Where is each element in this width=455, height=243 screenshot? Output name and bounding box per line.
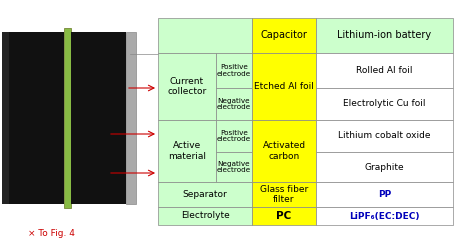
Bar xyxy=(2,32,9,204)
Bar xyxy=(252,120,316,182)
Text: Rolled Al foil: Rolled Al foil xyxy=(356,66,413,75)
Bar xyxy=(158,120,216,182)
Text: Electrolyte: Electrolyte xyxy=(181,211,229,220)
Text: Separator: Separator xyxy=(182,190,228,199)
Bar xyxy=(316,53,453,88)
Bar xyxy=(252,182,316,207)
Bar xyxy=(158,182,252,207)
Text: Negative
electrode: Negative electrode xyxy=(217,98,251,110)
Bar xyxy=(126,32,136,204)
Text: Etched Al foil: Etched Al foil xyxy=(254,82,314,91)
Text: Negative
electrode: Negative electrode xyxy=(217,161,251,173)
Bar xyxy=(252,53,316,120)
Bar xyxy=(216,88,252,120)
Bar xyxy=(158,53,216,120)
Bar xyxy=(316,207,453,225)
Bar xyxy=(216,120,252,152)
Text: Lithium-ion battery: Lithium-ion battery xyxy=(338,31,431,41)
Text: Positive
electrode: Positive electrode xyxy=(217,130,251,142)
Text: PC: PC xyxy=(276,211,292,221)
Bar xyxy=(316,182,453,207)
Bar xyxy=(316,18,453,53)
Bar xyxy=(252,18,316,53)
Bar xyxy=(158,18,252,53)
Bar xyxy=(216,152,252,182)
Bar xyxy=(316,88,453,120)
Bar xyxy=(252,207,316,225)
Text: Current
collector: Current collector xyxy=(167,77,207,96)
Bar xyxy=(216,53,252,88)
Text: Positive
electrode: Positive electrode xyxy=(217,64,251,77)
Text: × To Fig. 4: × To Fig. 4 xyxy=(28,229,75,238)
Text: Active
material: Active material xyxy=(168,141,206,161)
Bar xyxy=(158,207,252,225)
Bar xyxy=(316,120,453,152)
Text: PP: PP xyxy=(378,190,391,199)
Text: Graphite: Graphite xyxy=(365,163,404,172)
Text: Capacitor: Capacitor xyxy=(261,31,308,41)
Text: Activated
carbon: Activated carbon xyxy=(263,141,306,161)
Bar xyxy=(316,152,453,182)
Text: Electrolytic Cu foil: Electrolytic Cu foil xyxy=(343,99,426,109)
Bar xyxy=(71,32,126,204)
Bar xyxy=(9,32,64,204)
Text: Lithium cobalt oxide: Lithium cobalt oxide xyxy=(338,131,431,140)
Text: Glass fiber
filter: Glass fiber filter xyxy=(260,185,308,204)
Bar xyxy=(64,28,71,208)
Text: LiPF₆(EC:DEC): LiPF₆(EC:DEC) xyxy=(349,211,420,220)
